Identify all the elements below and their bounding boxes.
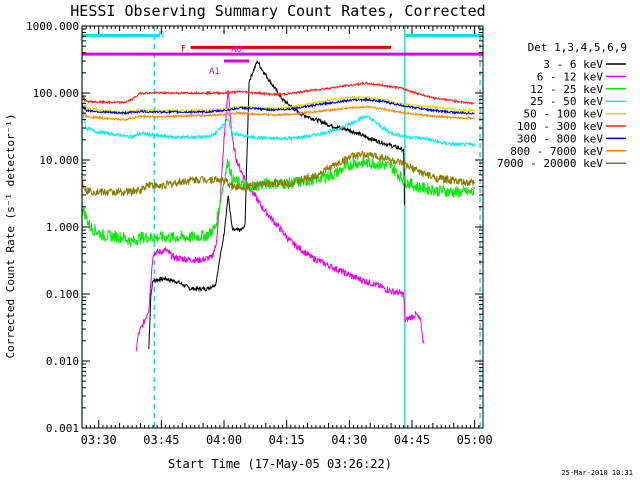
legend-label-5: 100 - 300 keV [517,120,603,133]
x-tick-label-2: 04:00 [206,433,242,447]
flag-label-2: A0 [231,45,242,55]
legend-title: Det 1,3,4,5,6,9 [528,41,627,54]
y-tick-label-1: 100.000 [33,87,79,100]
series-line-1 [135,89,425,352]
x-tick-label-3: 04:15 [269,433,305,447]
series-line-5 [82,81,475,105]
series-line-8 [82,150,475,197]
x-tick-label-0: 03:30 [81,433,117,447]
x-tick-label-4: 04:30 [331,433,367,447]
series-layer [82,60,475,352]
legend-label-6: 300 - 800 keV [517,132,603,145]
legend-label-8: 7000 - 20000 keV [497,157,603,170]
x-tick-label-6: 05:00 [457,433,493,447]
series-line-2 [82,157,475,247]
flag-label-3: A1 [209,67,220,77]
legend-label-1: 6 - 12 keV [537,70,604,83]
y-tick-label-5: 0.010 [46,355,79,368]
legend-label-3: 25 - 50 keV [530,95,603,108]
x-tick-label-5: 04:45 [394,433,430,447]
legend-label-0: 3 - 6 keV [543,58,603,71]
series-line-6 [82,96,475,116]
plot-frame [81,25,484,429]
y-tick-label-0: 1000.000 [26,20,79,33]
series-line-7 [82,105,475,122]
flag-bars: N F A0 A1 [82,31,483,77]
x-axis-label: Start Time (17-May-05 03:26:22) [168,457,392,471]
flag-label-0: N [159,31,164,41]
y-tick-label-4: 0.100 [46,288,79,301]
y-tick-label-2: 10.000 [39,154,79,167]
y-tick-label-6: 0.001 [46,422,79,435]
timestamp-label: 25-Mar-2010 10:31 [561,469,633,477]
y-axis-label: Corrected Count Rate (s⁻¹ detector⁻¹) [4,113,17,358]
flag-label-1: F [181,44,186,54]
x-tick-label-1: 03:45 [143,433,179,447]
legend-label-4: 50 - 100 keV [524,108,604,121]
axes: 1000.000 100.000 10.000 1.000 0.100 0.010 0.00… [26,20,493,447]
series-line-3 [82,107,475,148]
legend-label-7: 800 - 7000 keV [510,145,603,158]
y-tick-label-3: 1.000 [46,221,79,234]
chart-title: HESSI Observing Summary Count Rates, Cor… [70,2,485,20]
legend-label-2: 12 - 25 keV [530,83,603,96]
series-line-0 [148,60,405,350]
